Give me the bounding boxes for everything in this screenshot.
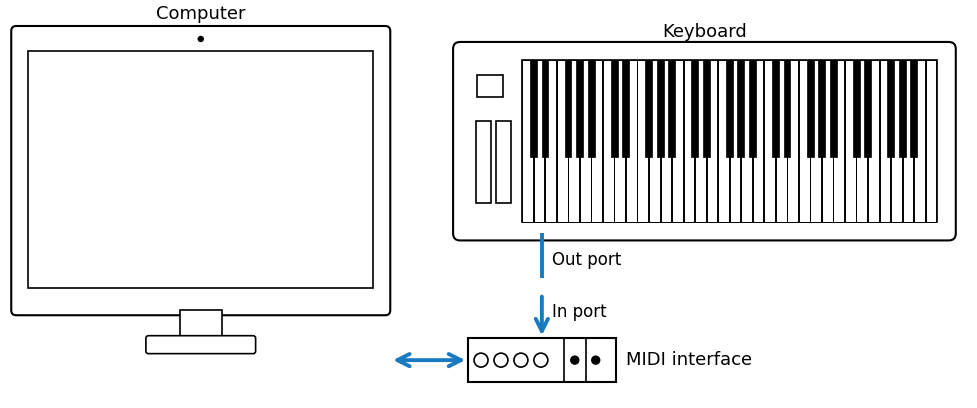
Bar [702, 60, 709, 157]
Bar [832, 60, 843, 222]
Bar [786, 60, 797, 222]
Bar [737, 60, 743, 157]
Bar [783, 60, 789, 157]
Bar [556, 60, 567, 222]
Bar [591, 60, 602, 222]
Bar [683, 60, 694, 222]
Bar [621, 60, 628, 157]
Bar [763, 60, 774, 222]
Bar [910, 60, 916, 157]
Bar [898, 60, 905, 157]
Bar [890, 60, 901, 222]
Bar [691, 60, 698, 157]
Bar [587, 60, 594, 157]
Bar [657, 60, 663, 157]
Text: Computer: Computer [156, 5, 245, 23]
Text: Out port: Out port [551, 251, 620, 268]
Bar [878, 60, 889, 222]
Bar [671, 60, 682, 222]
Bar [545, 60, 555, 222]
Bar [575, 60, 582, 157]
Bar [659, 60, 670, 222]
Bar [610, 60, 616, 157]
Bar [864, 60, 871, 157]
Bar [468, 338, 616, 382]
Circle shape [493, 353, 507, 367]
Bar [476, 121, 490, 202]
Bar [695, 60, 705, 222]
Bar [649, 60, 659, 222]
Bar [725, 60, 732, 157]
Bar [614, 60, 624, 222]
Bar [180, 310, 222, 338]
Bar [564, 60, 571, 157]
Bar [902, 60, 913, 222]
Bar [752, 60, 763, 222]
Circle shape [513, 353, 528, 367]
FancyBboxPatch shape [11, 26, 390, 315]
Bar [602, 60, 613, 222]
Bar [775, 60, 786, 222]
Bar [533, 60, 544, 222]
Bar [828, 60, 835, 157]
Bar [477, 75, 502, 97]
Bar [844, 60, 855, 222]
Text: In port: In port [551, 303, 606, 321]
Bar [568, 60, 578, 222]
Bar [798, 60, 809, 222]
Bar [541, 60, 548, 157]
Bar [522, 60, 532, 222]
Bar [868, 60, 877, 222]
Text: MIDI interface: MIDI interface [625, 351, 751, 369]
Bar [924, 60, 935, 222]
Bar [886, 60, 893, 157]
Bar [810, 60, 821, 222]
Bar [771, 60, 778, 157]
FancyBboxPatch shape [452, 42, 955, 240]
Bar [748, 60, 755, 157]
Bar [645, 60, 652, 157]
Circle shape [198, 36, 203, 42]
Circle shape [591, 356, 599, 364]
Bar [28, 51, 373, 288]
Bar [856, 60, 867, 222]
FancyBboxPatch shape [146, 336, 255, 354]
Bar [717, 60, 728, 222]
Bar [821, 60, 831, 222]
Bar [625, 60, 636, 222]
Bar [579, 60, 590, 222]
Bar [495, 121, 510, 202]
Bar [806, 60, 813, 157]
Bar [729, 60, 740, 222]
Bar [706, 60, 716, 222]
Bar [913, 60, 924, 222]
Bar [637, 60, 648, 222]
Circle shape [571, 356, 578, 364]
Bar [530, 60, 536, 157]
Bar [818, 60, 825, 157]
Bar [852, 60, 859, 157]
Circle shape [474, 353, 488, 367]
Bar [741, 60, 751, 222]
Circle shape [533, 353, 547, 367]
Text: Keyboard: Keyboard [661, 23, 746, 41]
Bar [667, 60, 674, 157]
Bar [522, 60, 936, 222]
